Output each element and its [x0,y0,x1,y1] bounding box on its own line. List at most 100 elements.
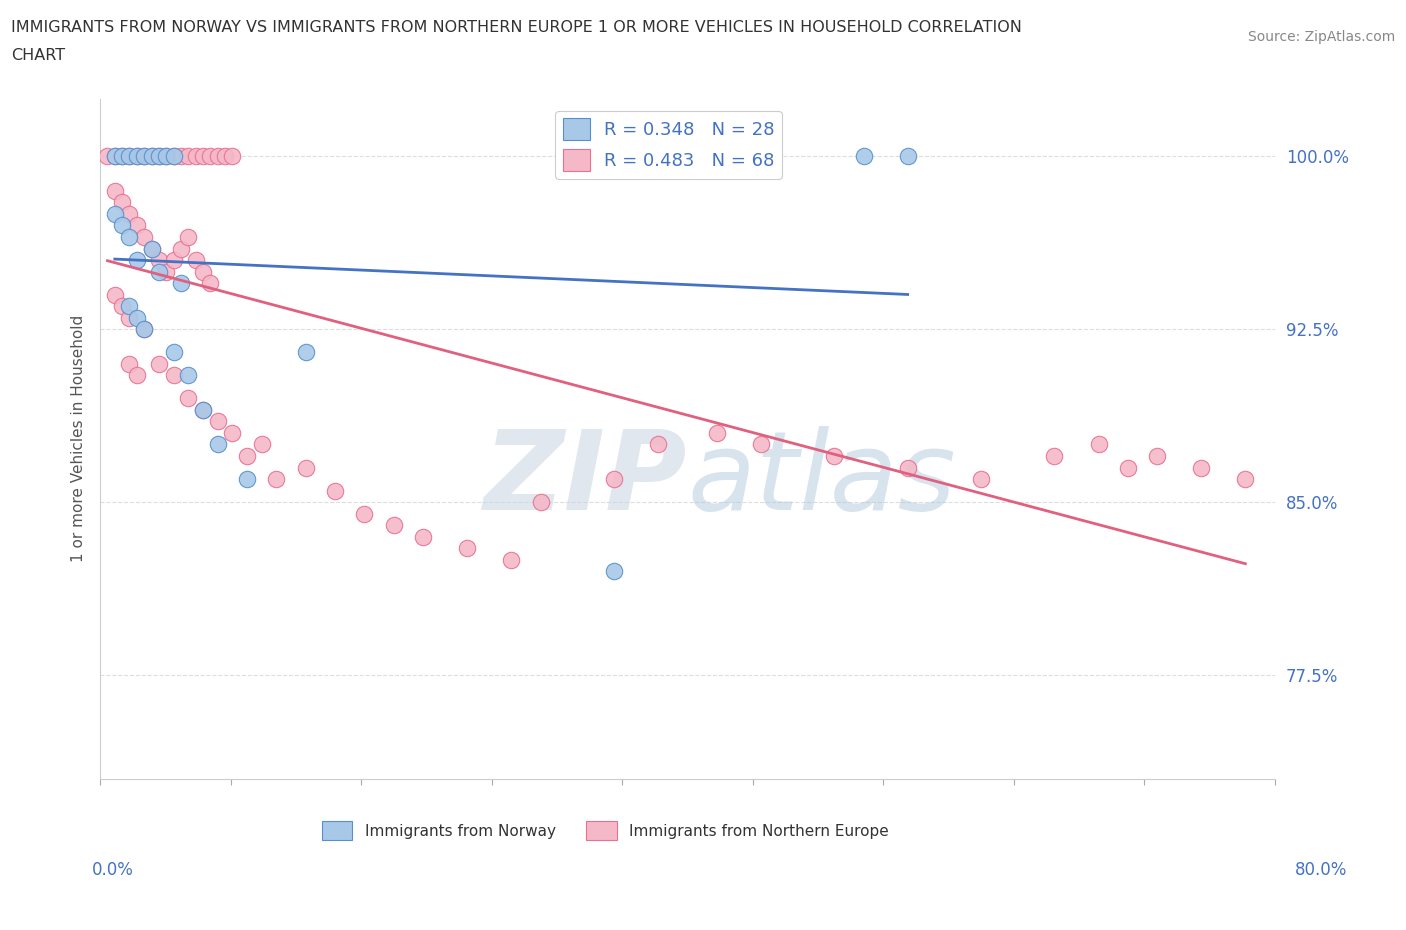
Point [104,287,127,302]
Point [214,149,236,164]
Point [191,403,214,418]
Point [207,437,229,452]
Point [852,149,875,164]
Point [170,275,193,290]
Point [162,345,184,360]
Point [170,241,193,256]
Point [1146,448,1168,463]
Point [221,426,243,441]
Point [125,149,148,164]
Point [148,264,170,279]
Point [323,484,346,498]
Point [191,403,214,418]
Point [111,149,134,164]
Point [382,518,405,533]
Point [134,149,156,164]
Point [456,541,478,556]
Point [118,206,141,221]
Point [134,322,156,337]
Point [1087,437,1109,452]
Point [1043,448,1066,463]
Point [125,253,148,268]
Point [184,253,207,268]
Point [104,206,127,221]
Point [1234,472,1257,486]
Point [221,149,243,164]
Point [353,506,375,521]
Text: IMMIGRANTS FROM NORWAY VS IMMIGRANTS FROM NORTHERN EUROPE 1 OR MORE VEHICLES IN : IMMIGRANTS FROM NORWAY VS IMMIGRANTS FRO… [11,20,1022,35]
Point [200,275,222,290]
Point [1189,460,1212,475]
Point [266,472,288,486]
Point [111,299,134,313]
Point [897,149,920,164]
Y-axis label: 1 or more Vehicles in Household: 1 or more Vehicles in Household [72,315,86,563]
Point [162,253,184,268]
Point [111,218,134,232]
Point [706,426,728,441]
Point [162,149,184,164]
Point [141,149,163,164]
Point [823,448,845,463]
Point [1116,460,1139,475]
Point [111,195,134,210]
Point [749,437,772,452]
Legend: Immigrants from Norway, Immigrants from Northern Europe: Immigrants from Norway, Immigrants from … [316,815,894,846]
Point [118,311,141,325]
Point [134,230,156,245]
Text: Source: ZipAtlas.com: Source: ZipAtlas.com [1247,30,1395,44]
Point [501,552,523,567]
Point [141,241,163,256]
Point [162,149,184,164]
Point [191,264,214,279]
Point [104,149,127,164]
Point [125,218,148,232]
Point [162,368,184,383]
Point [177,230,200,245]
Point [603,472,626,486]
Text: 80.0%: 80.0% [1295,861,1347,879]
Text: CHART: CHART [11,48,65,63]
Point [118,149,141,164]
Point [104,183,127,198]
Point [155,149,177,164]
Point [141,149,163,164]
Point [647,437,669,452]
Point [125,311,148,325]
Point [125,368,148,383]
Point [118,299,141,313]
Point [294,345,316,360]
Point [118,356,141,371]
Point [141,241,163,256]
Point [111,149,134,164]
Point [603,564,626,578]
Point [104,149,127,164]
Point [529,495,551,510]
Point [207,149,229,164]
Point [170,149,193,164]
Point [236,472,259,486]
Point [177,391,200,405]
Text: ZIP: ZIP [484,426,688,533]
Text: atlas: atlas [688,426,956,533]
Point [148,253,170,268]
Point [118,230,141,245]
Point [970,472,993,486]
Point [155,264,177,279]
Point [148,149,170,164]
Point [148,356,170,371]
Point [897,460,920,475]
Point [200,149,222,164]
Point [155,149,177,164]
Point [294,460,316,475]
Point [236,448,259,463]
Point [148,149,170,164]
Point [191,149,214,164]
Point [207,414,229,429]
Point [125,149,148,164]
Point [118,149,141,164]
Point [177,149,200,164]
Point [134,322,156,337]
Point [250,437,273,452]
Point [184,149,207,164]
